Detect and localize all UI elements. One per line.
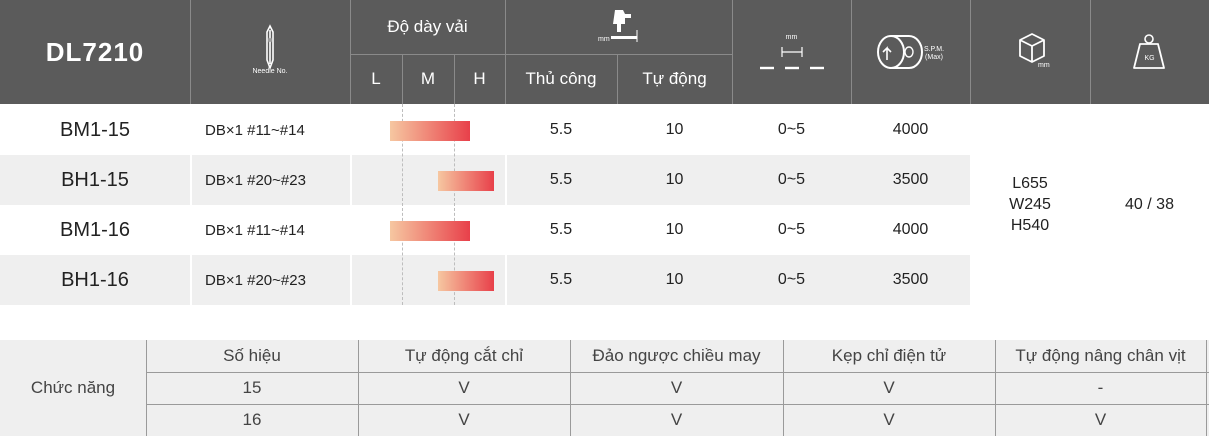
dimension-length: L655	[1012, 175, 1048, 192]
feature-header-auto-lift: Tự động nâng chân vịt	[1015, 346, 1186, 365]
thickness-level-m: M	[420, 69, 436, 88]
box-icon	[970, 0, 1090, 104]
feature-cell: V	[670, 410, 683, 429]
weight-unit: KG	[1144, 54, 1155, 62]
feature-cell: 15	[242, 378, 262, 397]
feature-cell: V	[883, 378, 895, 397]
stitch-cell: 0~5	[777, 121, 806, 138]
lift-manual-cell: 5.5	[549, 271, 573, 288]
thickness-level-h: H	[473, 69, 486, 88]
stitch-unit: mm	[785, 33, 798, 41]
feature-header-auto-trim: Tự động cắt chỉ	[404, 346, 524, 365]
feature-cell: V	[670, 378, 683, 397]
needle-label: Needle No.	[252, 67, 288, 75]
model-cell: BH1-15	[61, 168, 129, 191]
lift-manual-cell: 5.5	[549, 171, 573, 188]
stitch-cell: 0~5	[777, 171, 806, 188]
needle-cell: DB×1 #20~#23	[205, 171, 306, 189]
needle-cell: DB×1 #11~#14	[205, 221, 305, 239]
lift-manual-label: Thủ công	[525, 69, 597, 88]
needle-cell: DB×1 #20~#23	[205, 271, 306, 289]
speed-cell: 4000	[892, 121, 929, 138]
feature-cell: 16	[242, 410, 262, 429]
thickness-label: Độ dày vải	[387, 17, 468, 36]
presser-foot-icon	[505, 0, 732, 54]
feature-header-thread-clamp: Kẹp chỉ điện tử	[831, 346, 947, 365]
thickness-level-l: L	[371, 69, 381, 88]
lift-auto-label: Tự động	[642, 69, 707, 88]
stitch-length-icon	[732, 0, 851, 104]
weight-cell: 40 / 38	[1125, 195, 1174, 213]
thickness-bar	[390, 121, 470, 141]
lift-manual-cell: 5.5	[549, 121, 573, 138]
speed-label: S.P.M. (Max)	[914, 46, 954, 68]
feature-cell: V	[458, 410, 470, 429]
speed-cell: 4000	[892, 221, 929, 238]
lift-manual-cell: 5.5	[549, 221, 573, 238]
model-cell: BH1-16	[61, 268, 129, 291]
speed-cell: 3500	[892, 271, 929, 288]
thickness-bar	[438, 171, 494, 191]
feature-cell: V	[1094, 410, 1107, 429]
merged-band	[970, 104, 1209, 305]
speed-icon	[851, 0, 970, 104]
feature-header-code: Số hiệu	[223, 346, 281, 365]
features-row-label: Chức năng	[30, 378, 116, 397]
thickness-bar	[390, 221, 470, 241]
feature-cell: V	[883, 410, 895, 429]
size-unit: mm	[1038, 62, 1050, 69]
speed-line1: S.P.M.	[923, 46, 945, 53]
feature-header-reverse: Đảo ngược chiều may	[592, 346, 761, 365]
features-table	[0, 340, 1209, 436]
dimensions-cell: L655 W245 H540	[970, 104, 1090, 305]
weight-icon	[1090, 0, 1209, 104]
stitch-cell: 0~5	[777, 271, 806, 288]
lift-auto-cell: 10	[665, 221, 684, 238]
speed-cell: 3500	[892, 171, 929, 188]
lift-auto-cell: 10	[665, 271, 684, 288]
model-cell: BM1-15	[59, 118, 131, 141]
needle-cell: DB×1 #11~#14	[205, 121, 305, 139]
model-title: DL7210	[45, 36, 145, 67]
dimension-width: W245	[1009, 196, 1051, 213]
lift-auto-cell: 10	[665, 171, 684, 188]
needle-icon	[190, 0, 350, 104]
feature-cell: V	[458, 378, 470, 397]
feature-cell: -	[1097, 378, 1104, 397]
thickness-bar	[438, 271, 494, 291]
speed-line2: (Max)	[925, 54, 943, 61]
dimension-height: H540	[1010, 217, 1050, 234]
lift-auto-cell: 10	[665, 121, 684, 138]
lift-unit: mm	[598, 36, 610, 43]
stitch-cell: 0~5	[777, 221, 806, 238]
model-cell: BM1-16	[59, 218, 131, 241]
spec-header	[0, 0, 1209, 104]
